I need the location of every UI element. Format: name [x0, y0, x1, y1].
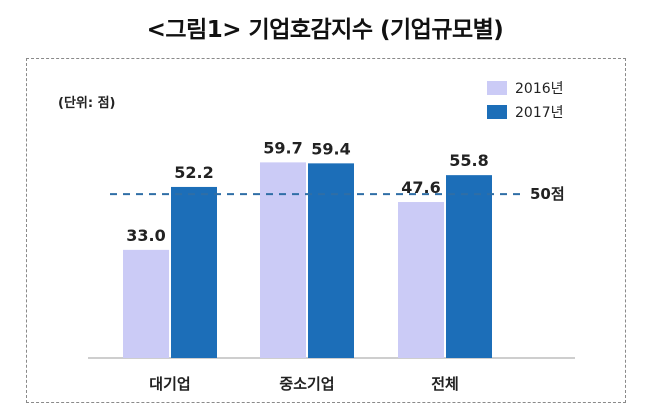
data-label: 47.6: [401, 178, 440, 197]
bar-2016-1: [260, 162, 306, 358]
data-label: 33.0: [126, 226, 165, 245]
legend-label-2016: 2016년: [515, 81, 564, 97]
legend-swatch-2017: [487, 105, 507, 119]
legend-item-2016: 2016년: [487, 76, 564, 100]
bar-2016-0: [123, 249, 169, 358]
data-label: 59.7: [263, 138, 302, 157]
data-label: 55.8: [449, 151, 488, 170]
bar-2016-2: [398, 202, 444, 358]
legend: 2016년 2017년: [487, 76, 564, 124]
data-label: 59.4: [311, 139, 350, 158]
legend-label-2017: 2017년: [515, 105, 564, 121]
legend-item-2017: 2017년: [487, 100, 564, 124]
bar-2017-2: [446, 175, 492, 358]
bar-2017-0: [171, 186, 217, 358]
bar-2017-1: [308, 163, 354, 358]
data-label: 52.2: [174, 163, 213, 182]
reference-line-label: 50점: [530, 185, 565, 203]
category-label: 중소기업: [279, 375, 334, 393]
category-label: 전체: [431, 375, 459, 393]
category-label: 대기업: [149, 375, 190, 393]
chart-title: <그림1> 기업호감지수 (기업규모별): [146, 17, 504, 43]
chart-frame: [26, 58, 626, 403]
legend-swatch-2016: [487, 81, 507, 95]
unit-label: (단위: 점): [58, 96, 116, 111]
